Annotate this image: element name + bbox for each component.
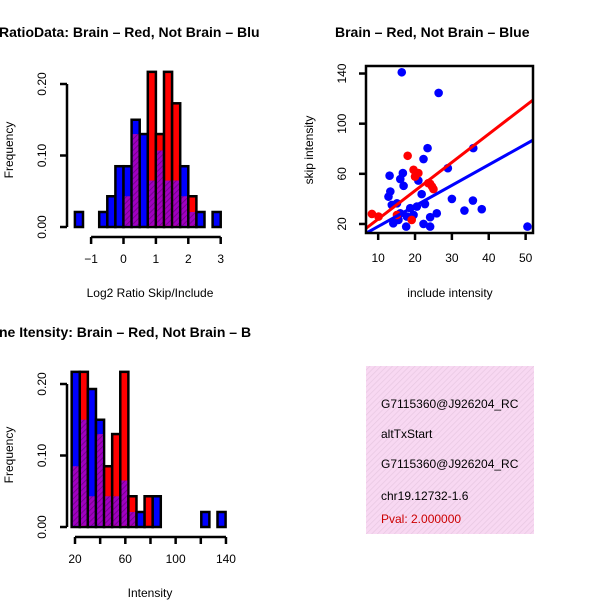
scatter-y-axis-label: skip intensity — [302, 116, 316, 185]
scatter-point-not-brain — [399, 181, 408, 191]
scatter-point-not-brain — [460, 206, 469, 215]
ratio-title: RatioData: Brain – Red, Not Brain – Blu — [0, 24, 260, 40]
ratio-y-axis-label: Frequency — [2, 122, 16, 179]
intensity-x-tick-label: 60 — [119, 552, 133, 566]
intensity-x-tick-label: 20 — [68, 552, 82, 566]
info-location: chr19.12732-1.6 — [381, 489, 469, 503]
ratio-bar-not-brain — [195, 210, 206, 229]
intensity-bar-overlap — [80, 419, 87, 526]
ratio-bar-overlap — [165, 180, 171, 226]
scatter-y-tick-label: 60 — [335, 167, 349, 181]
scatter-point-not-brain — [417, 189, 426, 199]
info-gene-id-2: G7115360@J926204_RC — [381, 457, 519, 471]
ratio-x-tick-label: 1 — [153, 252, 160, 266]
intensity-y-tick-label: 0.00 — [35, 515, 49, 539]
scatter-x-tick-label: 30 — [445, 251, 459, 265]
intensity-bar-overlap — [105, 496, 111, 526]
scatter-point-not-brain — [477, 204, 487, 214]
scatter-point-brain — [407, 215, 417, 225]
ratio-x-tick-label: 3 — [217, 252, 224, 266]
scatter-point-not-brain — [425, 222, 435, 231]
intensity-bar-not-brain — [151, 495, 163, 529]
ratio-bar-overlap — [181, 196, 188, 226]
intensity-bar-not-brain — [200, 510, 211, 529]
ratio-bar-overlap — [189, 211, 196, 226]
info-event-type: altTxStart — [381, 427, 433, 441]
info-panel-background — [366, 366, 534, 534]
intensity-chart: ne Itensity: Brain – Red, Not Brain – B I… — [0, 324, 251, 600]
scatter-point-not-brain — [423, 143, 432, 153]
intensity-bar-overlap — [97, 434, 103, 526]
scatter-point-not-brain — [385, 171, 394, 181]
scatter-x-tick-label: 10 — [371, 251, 385, 265]
scatter-chart: Brain – Red, Not Brain – Blue include int… — [302, 24, 535, 300]
intensity-y-axis-label: Frequency — [2, 427, 16, 484]
ratio-bar-not-brain — [73, 210, 85, 229]
scatter-point-not-brain — [434, 88, 443, 98]
intensity-title: ne Itensity: Brain – Red, Not Brain – B — [0, 324, 251, 340]
scatter-y-tick-label: 20 — [335, 217, 349, 231]
scatter-point-not-brain — [447, 194, 457, 204]
intensity-x-axis-label: Intensity — [128, 586, 173, 600]
intensity-bar-brain — [119, 370, 130, 529]
scatter-x-tick-label: 40 — [482, 251, 496, 265]
info-gene-id: G7115360@J926204_RC — [381, 397, 519, 411]
scatter-y-tick-label: 100 — [335, 113, 349, 133]
info-panel: G7115360@J926204_RC altTxStart G7115360@… — [366, 366, 534, 534]
scatter-point-not-brain — [401, 222, 411, 231]
intensity-bar-overlap — [113, 496, 120, 526]
intensity-bar-overlap — [121, 480, 128, 526]
intensity-y-tick-label: 0.20 — [35, 372, 49, 396]
intensity-bar-not-brain — [216, 510, 227, 529]
scatter-point-brain — [403, 151, 412, 161]
ratio-x-axis-label: Log2 Ratio Skip/Include — [87, 286, 214, 300]
ratio-y-tick-label: 0.00 — [35, 215, 49, 239]
scatter-point-not-brain — [384, 192, 393, 201]
scatter-point-not-brain — [425, 212, 435, 222]
scatter-point-brain — [367, 209, 377, 219]
scatter-x-tick-label: 20 — [408, 251, 422, 265]
intensity-bar-overlap — [129, 511, 136, 526]
regression-line-brain — [366, 98, 533, 230]
ratio-x-tick-label: 0 — [120, 252, 127, 266]
ratio-x-tick-label: 2 — [185, 252, 192, 266]
ratio-bar-overlap — [124, 196, 131, 226]
scatter-point-not-brain — [468, 196, 478, 205]
scatter-point-brain — [410, 172, 420, 181]
regression-line-not-brain — [366, 138, 533, 233]
ratio-chart: RatioData: Brain – Red, Not Brain – Blu L… — [0, 24, 260, 300]
intensity-y-tick-label: 0.10 — [35, 443, 49, 467]
scatter-point-not-brain — [419, 154, 428, 164]
scatter-point-not-brain — [398, 168, 408, 178]
ratio-x-tick-label: −1 — [84, 252, 98, 266]
ratio-bar-not-brain — [211, 210, 222, 229]
ratio-y-tick-label: 0.20 — [35, 72, 49, 96]
scatter-point-not-brain — [432, 209, 442, 218]
scatter-point-not-brain — [397, 67, 407, 77]
scatter-x-tick-label: 50 — [519, 251, 533, 265]
info-pval: Pval: 2.000000 — [381, 512, 461, 526]
scatter-x-axis-label: include intensity — [407, 286, 492, 300]
intensity-x-tick-label: 140 — [216, 552, 236, 566]
intensity-bar-overlap — [89, 496, 95, 526]
scatter-y-tick-label: 140 — [335, 63, 349, 83]
scatter-title: Brain – Red, Not Brain – Blue — [335, 24, 530, 40]
ratio-bar-overlap — [173, 180, 179, 226]
intensity-bar-overlap — [72, 466, 79, 526]
ratio-bar-overlap — [157, 150, 163, 226]
scatter-point-not-brain — [419, 219, 428, 229]
scatter-point-not-brain — [523, 222, 532, 231]
scatter-plot-area — [366, 67, 533, 233]
ratio-y-tick-label: 0.10 — [35, 143, 49, 167]
scatter-frame — [364, 64, 535, 235]
intensity-x-tick-label: 100 — [166, 552, 186, 566]
ratio-bar-overlap — [149, 180, 155, 226]
ratio-bar-overlap — [132, 134, 139, 226]
